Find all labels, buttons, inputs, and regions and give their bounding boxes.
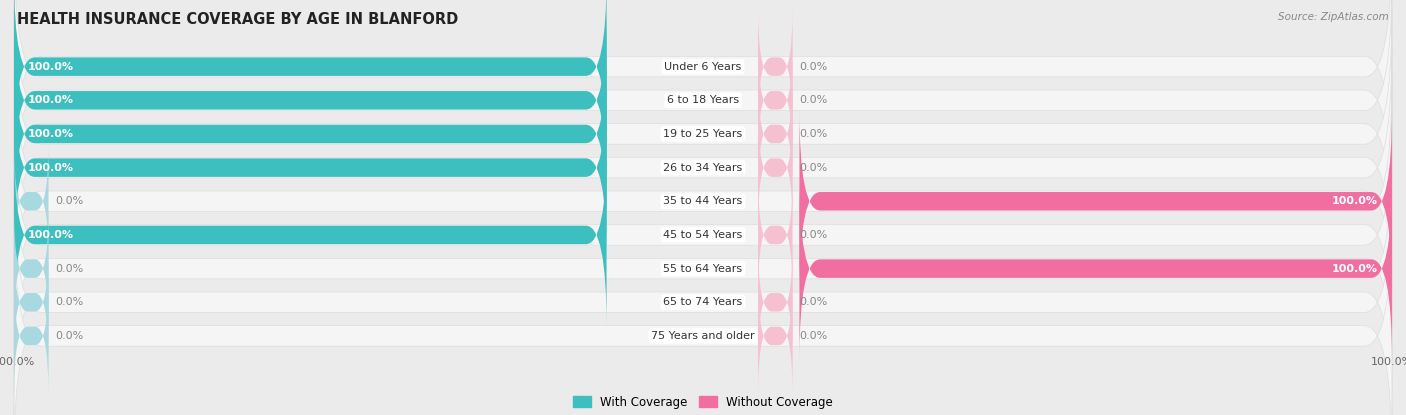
Text: 0.0%: 0.0% [55, 331, 83, 341]
Text: 0.0%: 0.0% [800, 62, 828, 72]
Text: 19 to 25 Years: 19 to 25 Years [664, 129, 742, 139]
FancyBboxPatch shape [14, 0, 1392, 225]
FancyBboxPatch shape [14, 210, 48, 327]
Text: Source: ZipAtlas.com: Source: ZipAtlas.com [1278, 12, 1389, 22]
FancyBboxPatch shape [14, 278, 48, 394]
Text: 100.0%: 100.0% [28, 62, 75, 72]
Text: 100.0%: 100.0% [1331, 196, 1378, 206]
Text: 0.0%: 0.0% [800, 230, 828, 240]
FancyBboxPatch shape [14, 212, 1392, 415]
FancyBboxPatch shape [758, 278, 793, 394]
FancyBboxPatch shape [758, 42, 793, 159]
FancyBboxPatch shape [758, 177, 793, 293]
FancyBboxPatch shape [14, 178, 1392, 415]
Text: 0.0%: 0.0% [55, 264, 83, 273]
Text: 0.0%: 0.0% [800, 331, 828, 341]
FancyBboxPatch shape [14, 0, 1392, 191]
FancyBboxPatch shape [14, 9, 606, 192]
FancyBboxPatch shape [758, 76, 793, 192]
Text: 0.0%: 0.0% [800, 297, 828, 307]
Text: 0.0%: 0.0% [800, 95, 828, 105]
FancyBboxPatch shape [14, 42, 606, 226]
Text: 6 to 18 Years: 6 to 18 Years [666, 95, 740, 105]
Text: 26 to 34 Years: 26 to 34 Years [664, 163, 742, 173]
FancyBboxPatch shape [14, 110, 1392, 359]
FancyBboxPatch shape [14, 244, 48, 360]
FancyBboxPatch shape [800, 110, 1392, 293]
FancyBboxPatch shape [14, 143, 606, 327]
FancyBboxPatch shape [14, 76, 606, 259]
Text: 100.0%: 100.0% [28, 129, 75, 139]
FancyBboxPatch shape [14, 10, 1392, 258]
FancyBboxPatch shape [758, 9, 793, 124]
FancyBboxPatch shape [14, 43, 1392, 292]
Text: 100.0%: 100.0% [28, 163, 75, 173]
Text: 55 to 64 Years: 55 to 64 Years [664, 264, 742, 273]
FancyBboxPatch shape [14, 77, 1392, 326]
FancyBboxPatch shape [758, 244, 793, 360]
FancyBboxPatch shape [14, 144, 1392, 393]
FancyBboxPatch shape [758, 110, 793, 226]
Text: Under 6 Years: Under 6 Years [665, 62, 741, 72]
Text: 0.0%: 0.0% [800, 129, 828, 139]
Text: 100.0%: 100.0% [28, 95, 75, 105]
Text: HEALTH INSURANCE COVERAGE BY AGE IN BLANFORD: HEALTH INSURANCE COVERAGE BY AGE IN BLAN… [17, 12, 458, 27]
Text: 65 to 74 Years: 65 to 74 Years [664, 297, 742, 307]
Text: 0.0%: 0.0% [55, 297, 83, 307]
Text: 100.0%: 100.0% [28, 230, 75, 240]
FancyBboxPatch shape [800, 177, 1392, 360]
Text: 35 to 44 Years: 35 to 44 Years [664, 196, 742, 206]
FancyBboxPatch shape [14, 0, 606, 159]
Text: 100.0%: 100.0% [1331, 264, 1378, 273]
Text: 45 to 54 Years: 45 to 54 Years [664, 230, 742, 240]
Text: 0.0%: 0.0% [800, 163, 828, 173]
FancyBboxPatch shape [14, 143, 48, 259]
Text: 75 Years and older: 75 Years and older [651, 331, 755, 341]
Legend: With Coverage, Without Coverage: With Coverage, Without Coverage [568, 391, 838, 413]
Text: 0.0%: 0.0% [55, 196, 83, 206]
